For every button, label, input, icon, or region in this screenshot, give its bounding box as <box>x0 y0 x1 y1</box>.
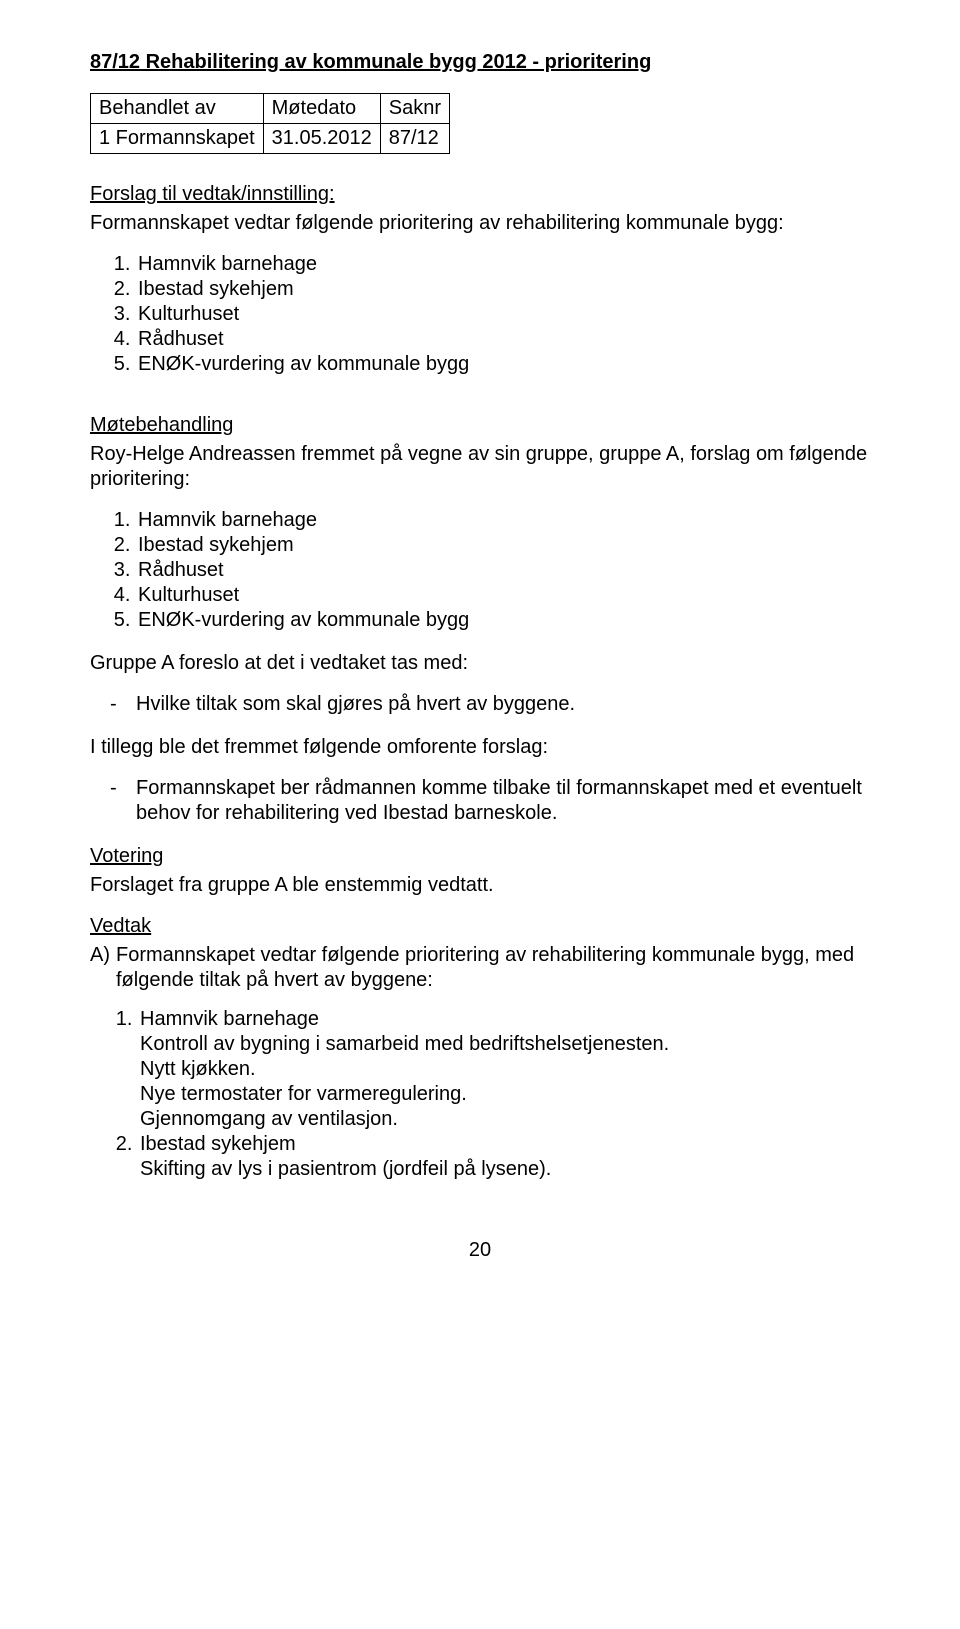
sub-line: Gjennomgang av ventilasjon. <box>140 1107 870 1132</box>
table-cell: 87/12 <box>380 124 449 154</box>
list-item: Hamnvik barnehage <box>136 252 870 277</box>
tillegg-intro: I tillegg ble det fremmet følgende omfor… <box>90 735 870 760</box>
vedtak-list: A) Formannskapet vedtar følgende priorit… <box>90 943 870 1182</box>
list-item: ENØK-vurdering av kommunale bygg <box>136 608 870 633</box>
sub-title: Hamnvik barnehage <box>140 1008 319 1030</box>
list-item: Hvilke tiltak som skal gjøres på hvert a… <box>136 692 870 717</box>
vedtak-heading: Vedtak <box>90 914 870 939</box>
list-item: Ibestad sykehjem <box>136 533 870 558</box>
motebehandling-list: Hamnvik barnehage Ibestad sykehjem Rådhu… <box>90 508 870 633</box>
tillegg-list: Formannskapet ber rådmannen komme tilbak… <box>90 776 870 826</box>
sub-line: Skifting av lys i pasientrom (jordfeil p… <box>140 1157 870 1182</box>
foreslo-intro: Gruppe A foreslo at det i vedtaket tas m… <box>90 651 870 676</box>
sub-line: Nye termostater for varmeregulering. <box>140 1082 870 1107</box>
motebehandling-intro: Roy-Helge Andreassen fremmet på vegne av… <box>90 442 870 492</box>
table-cell: 31.05.2012 <box>263 124 380 154</box>
list-item: Ibestad sykehjem <box>136 277 870 302</box>
forslag-intro: Formannskapet vedtar følgende prioriteri… <box>90 211 870 236</box>
table-row: 1 Formannskapet 31.05.2012 87/12 <box>91 124 450 154</box>
list-letter: A) <box>90 943 110 968</box>
list-item: Kulturhuset <box>136 302 870 327</box>
list-item: Ibestad sykehjem Skifting av lys i pasie… <box>138 1132 870 1182</box>
table-cell: 1 Formannskapet <box>91 124 264 154</box>
sub-title: Ibestad sykehjem <box>140 1133 296 1155</box>
list-item: Rådhuset <box>136 327 870 352</box>
table-header: Saknr <box>380 94 449 124</box>
vedtak-a-text: Formannskapet vedtar følgende prioriteri… <box>116 944 854 991</box>
forslag-list: Hamnvik barnehage Ibestad sykehjem Kultu… <box>90 252 870 377</box>
votering-heading: Votering <box>90 844 870 869</box>
list-item: Formannskapet ber rådmannen komme tilbak… <box>136 776 870 826</box>
sub-line: Nytt kjøkken. <box>140 1057 870 1082</box>
votering-text: Forslaget fra gruppe A ble enstemmig ved… <box>90 873 870 898</box>
table-row: Behandlet av Møtedato Saknr <box>91 94 450 124</box>
list-item: Rådhuset <box>136 558 870 583</box>
vedtak-sublist: Hamnvik barnehage Kontroll av bygning i … <box>116 1007 870 1182</box>
motebehandling-heading: Møtebehandling <box>90 413 870 438</box>
table-header: Møtedato <box>263 94 380 124</box>
document-title: 87/12 Rehabilitering av kommunale bygg 2… <box>90 50 870 75</box>
meta-table: Behandlet av Møtedato Saknr 1 Formannska… <box>90 93 450 154</box>
page-number: 20 <box>90 1238 870 1263</box>
list-item: Kulturhuset <box>136 583 870 608</box>
list-item: A) Formannskapet vedtar følgende priorit… <box>116 943 870 1182</box>
table-header: Behandlet av <box>91 94 264 124</box>
list-item: Hamnvik barnehage <box>136 508 870 533</box>
sub-line: Kontroll av bygning i samarbeid med bedr… <box>140 1032 870 1057</box>
forslag-heading: Forslag til vedtak/innstilling: <box>90 182 870 207</box>
foreslo-list: Hvilke tiltak som skal gjøres på hvert a… <box>90 692 870 717</box>
list-item: Hamnvik barnehage Kontroll av bygning i … <box>138 1007 870 1132</box>
list-item: ENØK-vurdering av kommunale bygg <box>136 352 870 377</box>
